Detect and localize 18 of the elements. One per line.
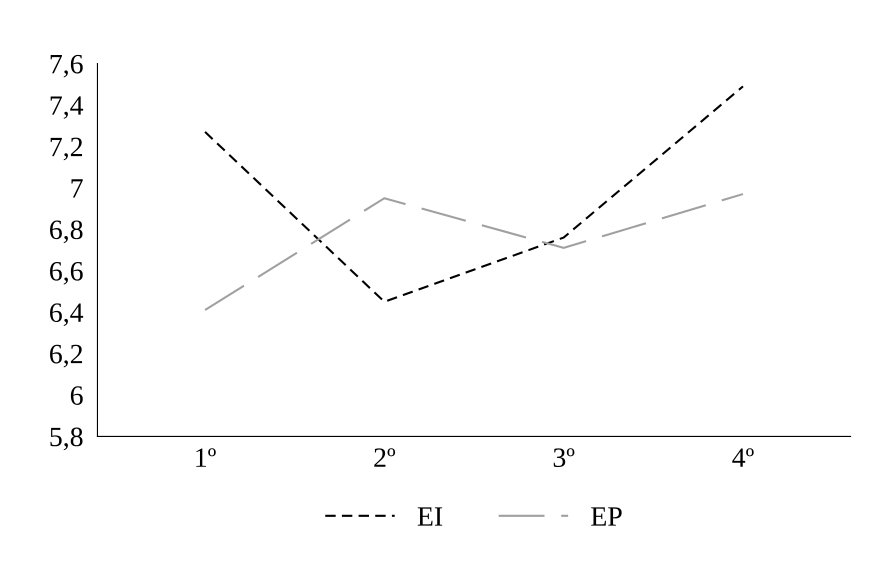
y-tick-label: 5,8 <box>50 428 83 450</box>
x-tick-label: 1º <box>196 448 216 467</box>
x-tick-label: 3º <box>554 448 574 468</box>
line-series <box>204 85 744 303</box>
y-tick-label: 7 <box>72 179 83 198</box>
legend-label: EP <box>591 507 622 526</box>
y-tick-label: 7,4 <box>50 96 84 119</box>
y-tick-label: 6,6 <box>50 262 83 285</box>
legend-label: EI <box>418 507 442 526</box>
x-tick-label: 2º <box>374 448 396 467</box>
y-tick-label: 6,8 <box>50 220 83 244</box>
x-tick-label: 4º <box>732 448 754 467</box>
y-tick-label: 6,4 <box>50 303 84 326</box>
line-series <box>204 193 744 312</box>
y-tick-label: 6,2 <box>50 344 82 368</box>
y-tick-label: 7,2 <box>50 138 82 160</box>
y-tick-label: 7,6 <box>50 54 83 78</box>
y-tick-label: 6 <box>70 386 83 405</box>
